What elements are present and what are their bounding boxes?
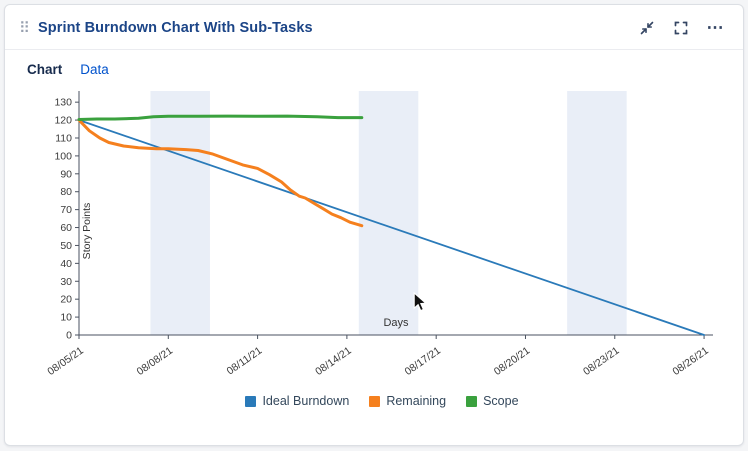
svg-text:110: 110 (55, 132, 72, 144)
collapse-arrows-icon (640, 21, 654, 35)
svg-text:10: 10 (60, 312, 72, 324)
svg-text:70: 70 (60, 204, 72, 216)
legend-label: Scope (483, 394, 519, 408)
svg-text:120: 120 (54, 115, 72, 127)
svg-text:90: 90 (60, 168, 72, 180)
legend-swatch (245, 395, 257, 407)
svg-text:40: 40 (60, 258, 72, 270)
tab-data[interactable]: Data (80, 62, 109, 77)
fullscreen-brackets-icon (674, 21, 688, 35)
svg-text:20: 20 (60, 294, 72, 306)
card-title: Sprint Burndown Chart With Sub-Tasks (38, 20, 313, 36)
svg-text:Story Points: Story Points (81, 203, 93, 260)
svg-text:08/23/21: 08/23/21 (581, 345, 621, 378)
svg-text:08/14/21: 08/14/21 (313, 345, 353, 378)
svg-text:08/26/21: 08/26/21 (670, 345, 710, 378)
legend-label: Remaining (386, 394, 447, 408)
minimize-button[interactable] (637, 18, 657, 38)
ellipsis-icon: ⋯ (706, 18, 724, 37)
chart-legend: Ideal Burndown Remaining Scope (21, 394, 743, 408)
chart-area: 0 10 20 30 40 50 60 70 80 90 100 110 120 130 08/05/21 0… (5, 81, 743, 408)
legend-swatch (466, 395, 478, 407)
svg-text:0: 0 (66, 330, 72, 342)
legend-item[interactable]: Remaining (369, 394, 446, 408)
legend-swatch (369, 395, 381, 407)
header-actions: ⋯ (637, 18, 725, 38)
burndown-gadget-card: ⠿ Sprint Burndown Chart With Sub-Tasks (4, 4, 744, 446)
svg-text:50: 50 (60, 240, 72, 252)
svg-text:08/11/21: 08/11/21 (225, 345, 265, 378)
svg-text:Days: Days (383, 317, 409, 329)
drag-handle-icon[interactable]: ⠿ (19, 19, 30, 37)
fullscreen-button[interactable] (671, 18, 691, 38)
svg-text:08/20/21: 08/20/21 (492, 345, 532, 378)
svg-text:60: 60 (60, 222, 72, 234)
svg-text:80: 80 (60, 186, 72, 198)
legend-label: Ideal Burndown (262, 394, 350, 408)
burndown-line-chart: 0 10 20 30 40 50 60 70 80 90 100 110 120 130 08/05/21 0… (45, 91, 713, 378)
more-button[interactable]: ⋯ (705, 18, 725, 38)
card-header: ⠿ Sprint Burndown Chart With Sub-Tasks (5, 5, 743, 49)
tab-chart[interactable]: Chart (27, 62, 63, 77)
legend-item[interactable]: Scope (466, 394, 519, 408)
svg-text:08/08/21: 08/08/21 (135, 345, 175, 378)
svg-text:130: 130 (54, 97, 72, 109)
legend-item[interactable]: Ideal Burndown (245, 394, 349, 408)
header-divider (5, 49, 743, 50)
svg-text:08/05/21: 08/05/21 (45, 345, 85, 378)
svg-text:30: 30 (60, 276, 72, 288)
svg-text:100: 100 (54, 150, 72, 162)
tab-bar: Chart Data (5, 50, 743, 81)
svg-text:08/17/21: 08/17/21 (403, 345, 443, 378)
